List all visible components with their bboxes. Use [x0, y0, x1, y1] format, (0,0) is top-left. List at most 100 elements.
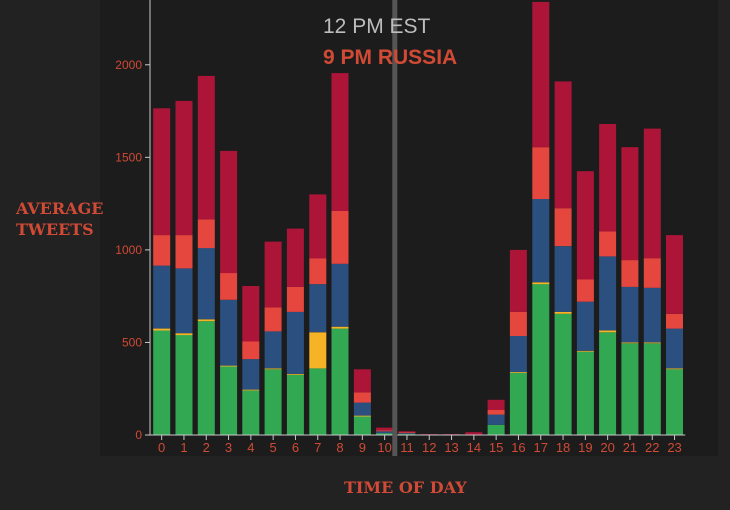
- bar-segment-blue-18: [555, 246, 572, 312]
- bar-segment-crimson-1: [176, 101, 193, 235]
- bar-segment-crimson-5: [265, 242, 282, 308]
- bar-segment-crimson-17: [532, 2, 549, 147]
- bar-segment-red-20: [599, 231, 616, 256]
- bar-segment-green-21: [621, 343, 638, 435]
- x-tick-label-14: 14: [467, 440, 481, 455]
- bar-segment-yellow-22: [644, 342, 661, 343]
- bar-segment-red-17: [532, 147, 549, 199]
- bar-segment-crimson-16: [510, 250, 527, 312]
- bar-segment-blue-17: [532, 199, 549, 282]
- bar-segment-green-19: [577, 352, 594, 435]
- bar-segment-green-9: [354, 417, 371, 436]
- x-tick-label-7: 7: [314, 440, 321, 455]
- y-tick-label-1000: 1000: [115, 243, 142, 257]
- bar-segment-crimson-8: [332, 73, 349, 211]
- x-tick-label-10: 10: [377, 440, 391, 455]
- bar-segment-green-7: [309, 368, 326, 435]
- x-tick-label-19: 19: [578, 440, 592, 455]
- bar-segment-crimson-15: [488, 400, 505, 410]
- y-axis-title: AVERAGE TWEETS: [16, 198, 100, 240]
- bar-segment-red-18: [555, 208, 572, 246]
- bar-segment-crimson-22: [644, 129, 661, 259]
- bar-segment-green-18: [555, 314, 572, 435]
- x-tick-label-12: 12: [422, 440, 436, 455]
- bar-segment-green-5: [265, 369, 282, 435]
- bar-segment-red-1: [176, 235, 193, 268]
- bar-segment-red-4: [242, 342, 259, 360]
- x-tick-label-20: 20: [600, 440, 614, 455]
- bar-segment-blue-21: [621, 287, 638, 343]
- bar-segment-green-4: [242, 391, 259, 435]
- bar-segment-blue-11: [398, 433, 415, 434]
- bar-segment-yellow-3: [220, 366, 237, 367]
- bar-segment-green-0: [153, 330, 170, 435]
- russia-time-label: 9 PM RUSSIA: [323, 46, 457, 70]
- bar-segment-yellow-8: [332, 327, 349, 329]
- x-tick-label-15: 15: [489, 440, 503, 455]
- x-tick-label-4: 4: [247, 440, 254, 455]
- bar-segment-green-6: [287, 375, 304, 435]
- bar-segment-blue-9: [354, 403, 371, 416]
- bar-segment-crimson-21: [621, 147, 638, 260]
- bar-segment-blue-10: [376, 431, 393, 433]
- bar-segment-yellow-5: [265, 368, 282, 369]
- bar-segment-green-15: [488, 425, 505, 435]
- bar-segment-red-11: [398, 432, 415, 433]
- bar-segment-blue-16: [510, 336, 527, 372]
- bar-segment-yellow-19: [577, 351, 594, 352]
- bar-segment-yellow-20: [599, 330, 616, 332]
- bar-segment-red-22: [644, 258, 661, 288]
- x-tick-label-5: 5: [270, 440, 277, 455]
- bar-segment-crimson-4: [242, 286, 259, 342]
- bar-segment-blue-20: [599, 256, 616, 330]
- y-tick-label-500: 500: [122, 335, 142, 349]
- bar-segment-red-6: [287, 287, 304, 312]
- x-tick-label-3: 3: [225, 440, 232, 455]
- bar-segment-crimson-6: [287, 229, 304, 287]
- x-tick-label-8: 8: [336, 440, 343, 455]
- bar-segment-blue-4: [242, 359, 259, 390]
- x-tick-label-11: 11: [400, 440, 414, 455]
- bar-segment-blue-3: [220, 300, 237, 366]
- bar-segment-blue-19: [577, 302, 594, 351]
- bar-segment-blue-22: [644, 288, 661, 343]
- bar-segment-yellow-0: [153, 329, 170, 331]
- bar-segment-yellow-17: [532, 282, 549, 284]
- x-tick-label-2: 2: [203, 440, 210, 455]
- bar-segment-crimson-19: [577, 171, 594, 279]
- bar-segment-yellow-6: [287, 374, 304, 375]
- x-tick-label-6: 6: [292, 440, 299, 455]
- x-tick-label-18: 18: [556, 440, 570, 455]
- bar-segment-red-5: [265, 307, 282, 331]
- y-axis-title-line2: TWEETS: [16, 219, 100, 240]
- bar-segment-blue-15: [488, 415, 505, 425]
- bar-segment-yellow-16: [510, 372, 527, 373]
- bar-segment-green-16: [510, 373, 527, 435]
- bar-segment-red-16: [510, 312, 527, 336]
- bar-segment-blue-8: [332, 264, 349, 327]
- bar-segment-crimson-11: [398, 431, 415, 432]
- bar-segment-green-20: [599, 332, 616, 435]
- bar-segment-red-8: [332, 211, 349, 264]
- bar-segment-crimson-23: [666, 235, 683, 314]
- x-tick-label-0: 0: [158, 440, 165, 455]
- bar-segment-crimson-9: [354, 369, 371, 392]
- bar-segment-yellow-2: [198, 319, 215, 321]
- bar-segment-crimson-18: [555, 81, 572, 208]
- bar-segment-yellow-9: [354, 416, 371, 417]
- bar-segment-green-17: [532, 284, 549, 435]
- bar-segment-crimson-7: [309, 194, 326, 258]
- bar-segment-blue-23: [666, 329, 683, 369]
- bar-segment-green-8: [332, 329, 349, 435]
- bar-segment-red-15: [488, 410, 505, 415]
- x-axis-title: TIME OF DAY: [344, 478, 467, 497]
- bar-segment-yellow-7: [309, 332, 326, 368]
- bar-segment-red-21: [621, 260, 638, 287]
- bar-segment-blue-1: [176, 268, 193, 333]
- y-tick-label-0: 0: [135, 428, 142, 442]
- bar-segment-crimson-0: [153, 108, 170, 235]
- x-tick-label-13: 13: [444, 440, 458, 455]
- bar-segment-green-3: [220, 367, 237, 436]
- bar-segment-crimson-10: [376, 428, 393, 431]
- y-tick-label-1500: 1500: [115, 150, 142, 164]
